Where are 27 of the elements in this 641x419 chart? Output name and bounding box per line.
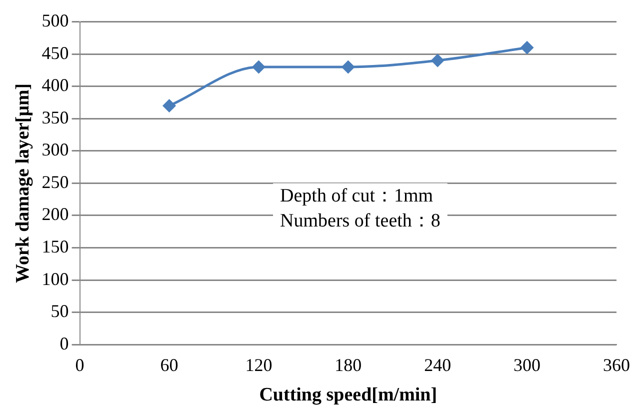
y-tick-label: 0 [60, 333, 69, 354]
x-tick-label: 300 [514, 355, 541, 376]
point [431, 54, 444, 67]
annotation: Depth of cut：1mm [280, 186, 434, 207]
y-tick-label: 200 [42, 204, 69, 224]
point [163, 99, 176, 112]
x-tick-label: 0 [75, 355, 84, 376]
x-tick-label: 240 [424, 355, 452, 376]
y-tick-label: 150 [42, 236, 69, 256]
y-tick-label: 50 [50, 301, 69, 322]
x-tick-label: 120 [245, 355, 272, 376]
point [520, 41, 534, 54]
x-tick-label: 360 [603, 355, 630, 376]
y-tick-label: 400 [42, 75, 69, 96]
y-tick-label: 100 [42, 268, 69, 289]
point [252, 60, 265, 74]
y-axis-title: Work damage layer[μm] [12, 83, 34, 284]
y-tick-label: 450 [42, 42, 69, 63]
y-tick-label: 250 [42, 172, 69, 192]
y-tick-label: 350 [42, 107, 69, 128]
annotation: Numbers of teeth：8 [280, 210, 440, 232]
x-axis-title: Cutting speed[m/min] [259, 384, 438, 406]
x-tick-label: 60 [160, 355, 178, 376]
point [342, 60, 354, 74]
y-tick-label: 500 [42, 10, 69, 31]
x-tick-label: 180 [334, 355, 362, 376]
y-tick-label: 300 [42, 140, 69, 160]
